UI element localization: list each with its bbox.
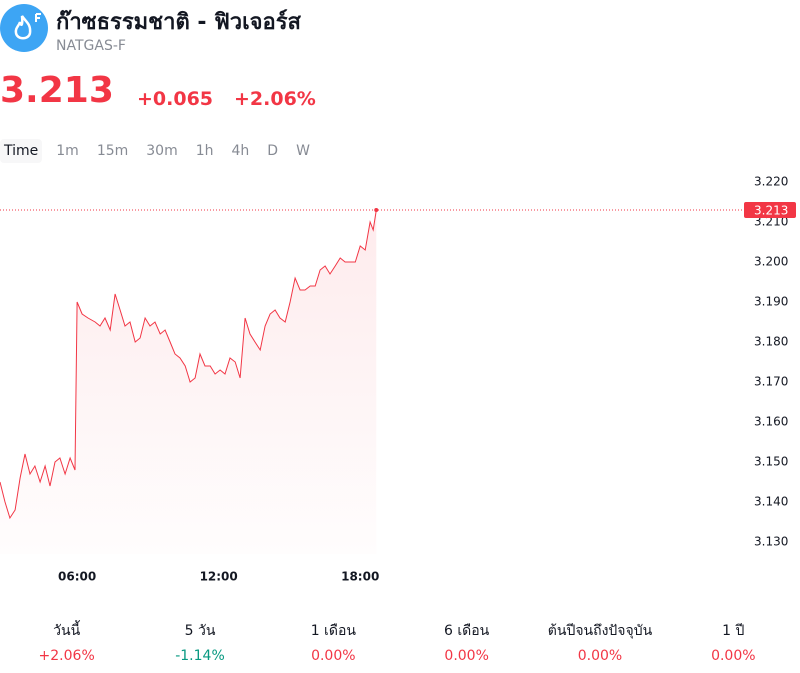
timeframe-tab[interactable]: 15m [96,143,129,159]
last-price-tag [744,202,796,218]
x-tick-label: 12:00 [200,570,238,584]
period-value: 0.00% [577,648,623,664]
period-label: 6 เดือน [444,623,490,639]
y-tick-label: 3.140 [754,495,788,509]
change: +0.065 [137,88,214,110]
last-price-label: 3.213 [754,204,788,218]
period-value: -1.14% [175,648,225,664]
timeframe-tab[interactable]: 4h [231,143,250,159]
performance-cell[interactable]: วันนี้ +2.06% [0,620,133,664]
period-label: 5 วัน [184,623,216,639]
title: ก๊าซธรรมชาติ - ฟิวเจอร์ส [56,10,301,35]
y-tick-label: 3.220 [754,175,788,189]
y-tick-label: 3.190 [754,295,788,309]
price-line [0,209,377,520]
y-tick-label: 3.200 [754,255,788,269]
performance-cell[interactable]: 5 วัน -1.14% [133,620,266,664]
performance: วันนี้ +2.06% 5 วัน -1.14% 1 เดือน 0.00% 6 เดื… [0,620,800,664]
y-tick-label: 3.180 [754,335,788,349]
timeframe-tab[interactable]: D [267,143,279,159]
symbol-icon [0,4,48,52]
performance-cell[interactable]: 6 เดือน 0.00% [400,620,533,664]
performance-cell[interactable]: ต้นปีจนถึงปัจจุบัน 0.00% [533,620,666,664]
timeframe-tab[interactable]: Time [0,139,43,163]
period-value: 0.00% [444,648,489,664]
performance-cell[interactable]: 1 เดือน 0.00% [267,620,400,664]
performance-cell[interactable]: 1 ปี 0.00% [667,620,800,664]
period-label: วันนี้ [53,623,81,639]
y-tick-label: 3.170 [754,375,788,389]
symbol: NATGAS-F [56,38,126,54]
x-tick-label: 18:00 [341,570,379,584]
period-label: 1 เดือน [310,623,356,639]
change-percent: +2.06% [234,88,316,110]
y-tick-label: 3.130 [754,535,788,549]
period-value: 0.00% [311,648,356,664]
period-value: +2.06% [38,648,95,664]
x-tick-label: 06:00 [58,570,96,584]
y-tick-label: 3.150 [754,455,788,469]
timeframe-tabs: Time 1m 15m 30m 1h 4h D W [0,139,324,163]
period-value: 0.00% [711,648,756,664]
chart: 3.130 3.140 3.150 3.160 3.170 3.180 3.190 3.200… [0,175,796,584]
y-tick-label: 3.160 [754,415,788,429]
period-label: ต้นปีจนถึงปัจจุบัน [547,623,653,639]
last-point [374,208,379,212]
timeframe-tab[interactable]: 30m [146,143,178,159]
timeframe-tab[interactable]: 1m [56,143,79,159]
price: 3.213 [0,70,114,111]
period-label: 1 ปี [722,623,745,639]
area [0,210,377,554]
timeframe-tab[interactable]: W [296,143,310,159]
timeframe-tab[interactable]: 1h [195,143,214,159]
